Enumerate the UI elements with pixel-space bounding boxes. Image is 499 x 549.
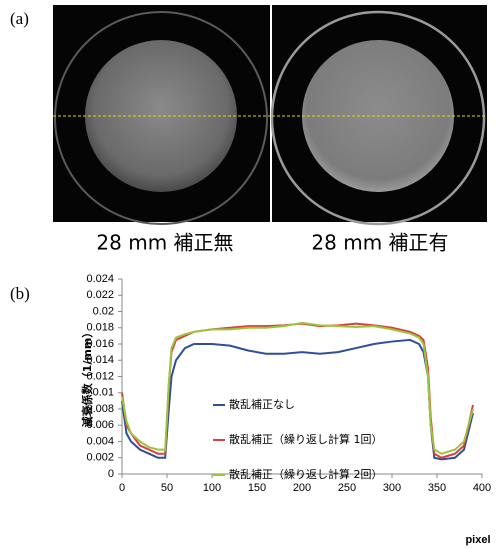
y-tick-label: 0.018 xyxy=(86,322,114,334)
x-tick-label: 400 xyxy=(473,482,491,494)
y-tick-label: 0.002 xyxy=(86,452,114,464)
y-tick-label: 0.02 xyxy=(93,305,114,317)
x-tick-label: 0 xyxy=(119,482,125,494)
y-tick-label: 0.014 xyxy=(86,354,114,366)
y-tick-label: 0.024 xyxy=(86,273,114,285)
y-tick-label: 0.004 xyxy=(86,435,114,447)
y-tick-label: 0.012 xyxy=(86,370,114,382)
x-tick-label: 200 xyxy=(293,482,311,494)
y-tick-label: 0.008 xyxy=(86,403,114,415)
y-tick-label: 0 xyxy=(108,468,114,480)
panel-label: (b) xyxy=(10,284,30,303)
x-axis-label: pixel xyxy=(465,534,490,546)
y-tick-label: 0.016 xyxy=(86,338,114,350)
x-tick-label: 300 xyxy=(383,482,401,494)
ct-image-left xyxy=(53,5,270,224)
y-tick-label: 0.022 xyxy=(86,289,114,301)
image-caption: 28 mm 補正有 xyxy=(311,231,448,255)
x-tick-label: 250 xyxy=(338,482,356,494)
figure: (a) 28 mm 補正無 28 mm 補正有 (b) 減衰係数（1/mm） p… xyxy=(0,0,499,549)
x-tick-label: 150 xyxy=(248,482,266,494)
legend-label: 散乱補正（繰り返し計算 1回） xyxy=(229,432,383,446)
y-tick-label: 0.006 xyxy=(86,419,114,431)
x-tick-label: 350 xyxy=(428,482,446,494)
image-caption: 28 mm 補正無 xyxy=(96,231,233,255)
panel-label: (a) xyxy=(10,9,29,28)
x-tick-label: 50 xyxy=(161,482,173,494)
ct-image-right xyxy=(272,5,487,224)
legend-label: 散乱補正（繰り返し計算 2回） xyxy=(229,467,383,481)
legend-label: 散乱補正なし xyxy=(229,397,295,411)
y-tick-label: 0.01 xyxy=(93,387,114,399)
x-tick-label: 100 xyxy=(203,482,221,494)
